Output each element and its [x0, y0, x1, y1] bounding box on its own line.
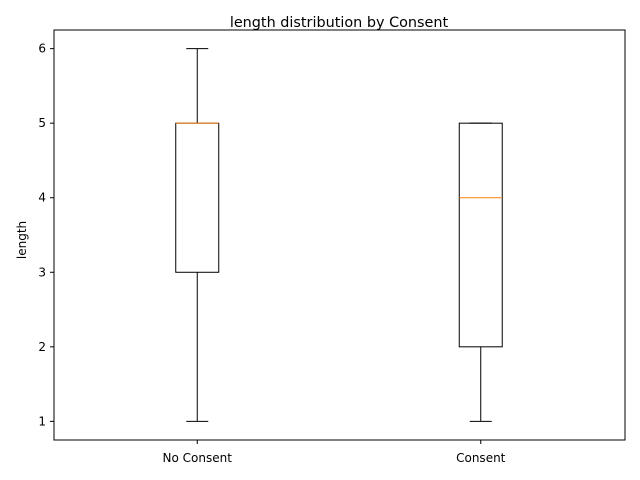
y-tick-label: 3 — [38, 265, 46, 279]
y-tick-label: 6 — [38, 42, 46, 56]
y-tick-label: 4 — [38, 191, 46, 205]
chart-title: length distribution by Consent — [230, 15, 449, 31]
x-tick-label: No Consent — [163, 451, 233, 465]
y-axis-label: length — [15, 221, 29, 259]
y-tick-label: 2 — [38, 340, 46, 354]
x-tick-label: Consent — [456, 451, 506, 465]
iqr-box — [175, 122, 220, 273]
y-tick-label: 5 — [38, 116, 46, 130]
plot-area-frame — [53, 29, 626, 441]
y-tick-label: 1 — [38, 414, 46, 428]
iqr-box — [458, 122, 503, 348]
